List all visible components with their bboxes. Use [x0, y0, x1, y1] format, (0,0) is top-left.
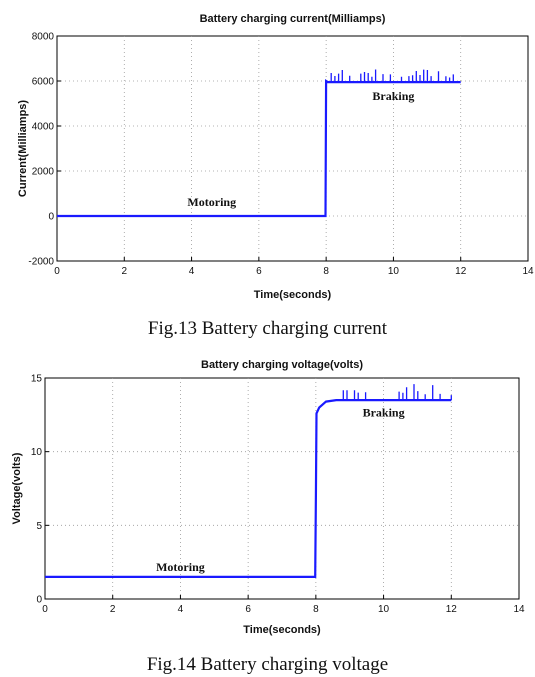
chart-title: Battery charging voltage(volts)	[201, 359, 363, 371]
x-tick-label: 8	[313, 604, 319, 615]
chart-current: Battery charging current(Milliamps) 0 2 4 6 8…	[17, 13, 534, 301]
y-axis-label: Current(Milliamps)	[17, 100, 29, 198]
x-tick-label: 8	[323, 266, 329, 277]
x-tick-label: 4	[189, 266, 195, 277]
x-tick-label: 0	[42, 604, 48, 615]
x-tick-label: 14	[522, 266, 534, 277]
y-tick-label: 2000	[32, 167, 55, 178]
y-tick-label: 6000	[32, 77, 55, 88]
figure-caption-voltage: Fig.14 Battery charging voltage	[146, 654, 389, 675]
y-tick-label: 8000	[32, 32, 55, 43]
y-tick-label: 10	[31, 447, 43, 458]
series-noise-spikes	[342, 384, 452, 401]
x-tick-label: 10	[378, 604, 390, 615]
x-tick-label: 6	[256, 266, 262, 277]
x-axis-label: Time(seconds)	[254, 289, 332, 301]
y-tick-label: -2000	[28, 257, 54, 268]
x-tick-label: 4	[178, 604, 184, 615]
annotation-braking: Braking	[363, 405, 405, 419]
series-noise-spikes	[330, 69, 454, 83]
y-tick-label: 4000	[32, 122, 55, 133]
x-tick-label: 12	[446, 604, 458, 615]
y-tick-label: 0	[36, 595, 42, 606]
y-tick-label: 5	[36, 521, 42, 532]
x-tick-label: 2	[122, 266, 128, 277]
y-axis-label: Voltage(volts)	[11, 452, 23, 524]
chart-title: Battery charging current(Milliamps)	[200, 13, 386, 25]
plot-area	[44, 377, 520, 600]
plot-area	[56, 35, 529, 262]
annotation-motoring: Motoring	[156, 560, 205, 574]
x-tick-label: 12	[455, 266, 467, 277]
series-line	[45, 399, 452, 579]
annotation-motoring: Motoring	[187, 195, 236, 209]
y-tick-label: 0	[48, 212, 54, 223]
y-tick-label: 15	[31, 374, 43, 385]
x-tick-label: 10	[388, 266, 400, 277]
x-tick-label: 0	[54, 266, 60, 277]
chart-voltage: Battery charging voltage(volts) 0 2 4 6 8 10 12…	[11, 359, 525, 636]
x-axis-label: Time(seconds)	[243, 624, 321, 636]
x-tick-label: 6	[245, 604, 251, 615]
x-tick-label: 2	[110, 604, 116, 615]
annotation-braking: Braking	[372, 89, 414, 103]
x-tick-label: 14	[513, 604, 525, 615]
figure-caption-current: Fig.13 Battery charging current	[147, 318, 388, 339]
